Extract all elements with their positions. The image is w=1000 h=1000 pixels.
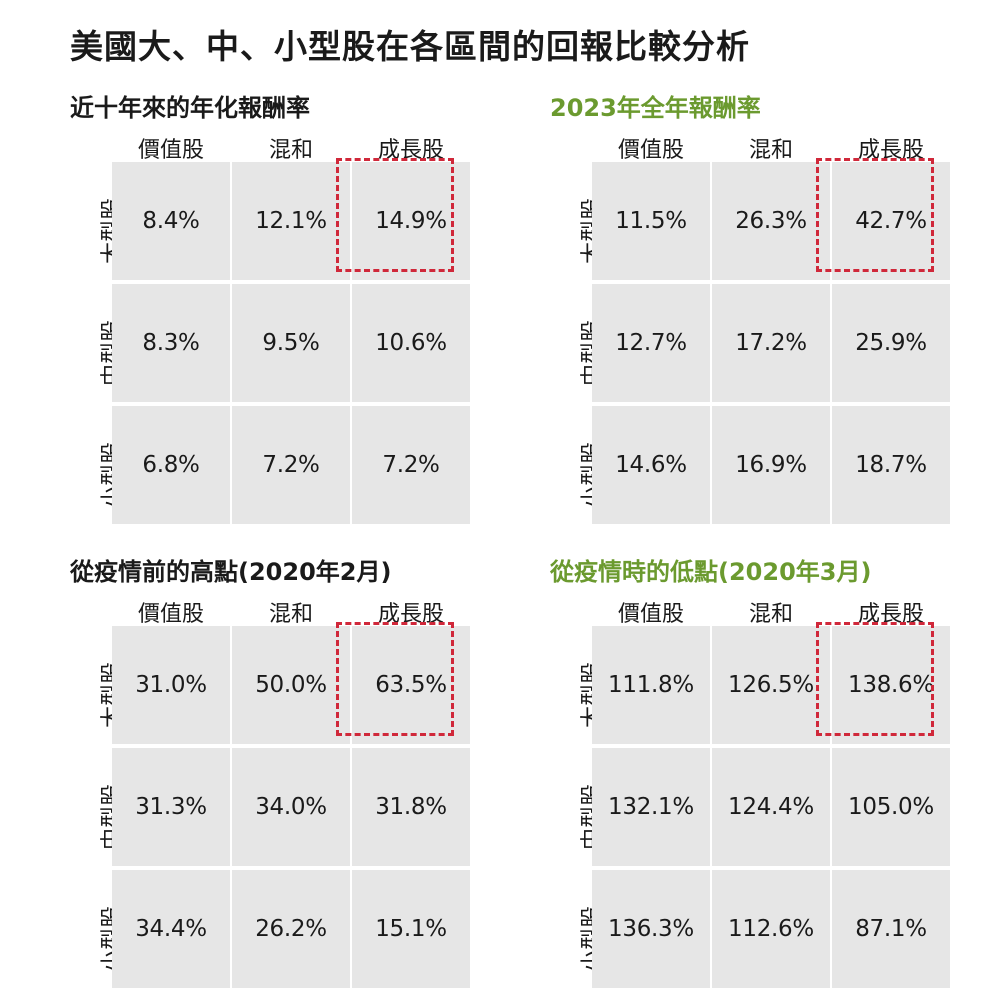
panel-2023: 2023年全年報酬率 價值股 混和 成長股 大型股 中型股 小型股 11.5% …	[550, 88, 990, 528]
cell-large-blend: 126.5%	[712, 626, 830, 744]
col-header-blend: 混和	[748, 138, 793, 163]
cell-small-growth: 18.7%	[832, 406, 950, 524]
panel-title: 2023年全年報酬率	[550, 94, 761, 122]
cell-small-blend: 26.2%	[232, 870, 350, 988]
cell-large-growth: 63.5%	[352, 626, 470, 744]
cell-large-value: 8.4%	[112, 162, 230, 280]
cell-mid-blend: 34.0%	[232, 748, 350, 866]
panel-ten-year: 近十年來的年化報酬率 價值股 混和 成長股 大型股 中型股 小型股 8.4% 1…	[70, 88, 510, 528]
cell-large-growth: 14.9%	[352, 162, 470, 280]
panel-title: 近十年來的年化報酬率	[70, 94, 310, 122]
cell-small-blend: 7.2%	[232, 406, 350, 524]
cell-mid-growth: 105.0%	[832, 748, 950, 866]
cell-mid-growth: 25.9%	[832, 284, 950, 402]
cell-small-value: 14.6%	[592, 406, 710, 524]
main-title: 美國大、中、小型股在各區間的回報比較分析	[70, 27, 750, 66]
cell-large-value: 31.0%	[112, 626, 230, 744]
col-header-blend: 混和	[748, 602, 793, 627]
cell-small-value: 34.4%	[112, 870, 230, 988]
cell-large-blend: 50.0%	[232, 626, 350, 744]
cell-large-growth: 138.6%	[832, 626, 950, 744]
panel-title: 從疫情時的低點(2020年3月)	[550, 558, 872, 586]
cell-large-blend: 12.1%	[232, 162, 350, 280]
highlight-large-growth	[816, 622, 934, 736]
cell-small-blend: 16.9%	[712, 406, 830, 524]
cell-large-value: 111.8%	[592, 626, 710, 744]
panel-pre-pandemic-high: 從疫情前的高點(2020年2月) 價值股 混和 成長股 大型股 中型股 小型股 …	[70, 552, 510, 992]
cell-small-growth: 87.1%	[832, 870, 950, 988]
cell-mid-blend: 17.2%	[712, 284, 830, 402]
col-header-value: 價值股	[137, 138, 204, 163]
cell-mid-blend: 9.5%	[232, 284, 350, 402]
cell-mid-blend: 124.4%	[712, 748, 830, 866]
col-header-blend: 混和	[268, 602, 313, 627]
cell-large-blend: 26.3%	[712, 162, 830, 280]
highlight-large-growth	[336, 622, 454, 736]
cell-mid-value: 31.3%	[112, 748, 230, 866]
col-header-value: 價值股	[137, 602, 204, 627]
col-header-value: 價值股	[617, 138, 684, 163]
cell-mid-value: 132.1%	[592, 748, 710, 866]
cell-small-value: 6.8%	[112, 406, 230, 524]
highlight-large-growth	[816, 158, 934, 272]
highlight-large-growth	[336, 158, 454, 272]
col-header-blend: 混和	[268, 138, 313, 163]
panel-pandemic-low: 從疫情時的低點(2020年3月) 價值股 混和 成長股 大型股 中型股 小型股 …	[550, 552, 990, 992]
cell-small-growth: 7.2%	[352, 406, 470, 524]
cell-large-growth: 42.7%	[832, 162, 950, 280]
cell-mid-growth: 31.8%	[352, 748, 470, 866]
cell-mid-value: 8.3%	[112, 284, 230, 402]
cell-mid-value: 12.7%	[592, 284, 710, 402]
col-header-value: 價值股	[617, 602, 684, 627]
cell-large-value: 11.5%	[592, 162, 710, 280]
cell-small-value: 136.3%	[592, 870, 710, 988]
cell-small-growth: 15.1%	[352, 870, 470, 988]
cell-mid-growth: 10.6%	[352, 284, 470, 402]
cell-small-blend: 112.6%	[712, 870, 830, 988]
panel-title: 從疫情前的高點(2020年2月)	[70, 558, 392, 586]
